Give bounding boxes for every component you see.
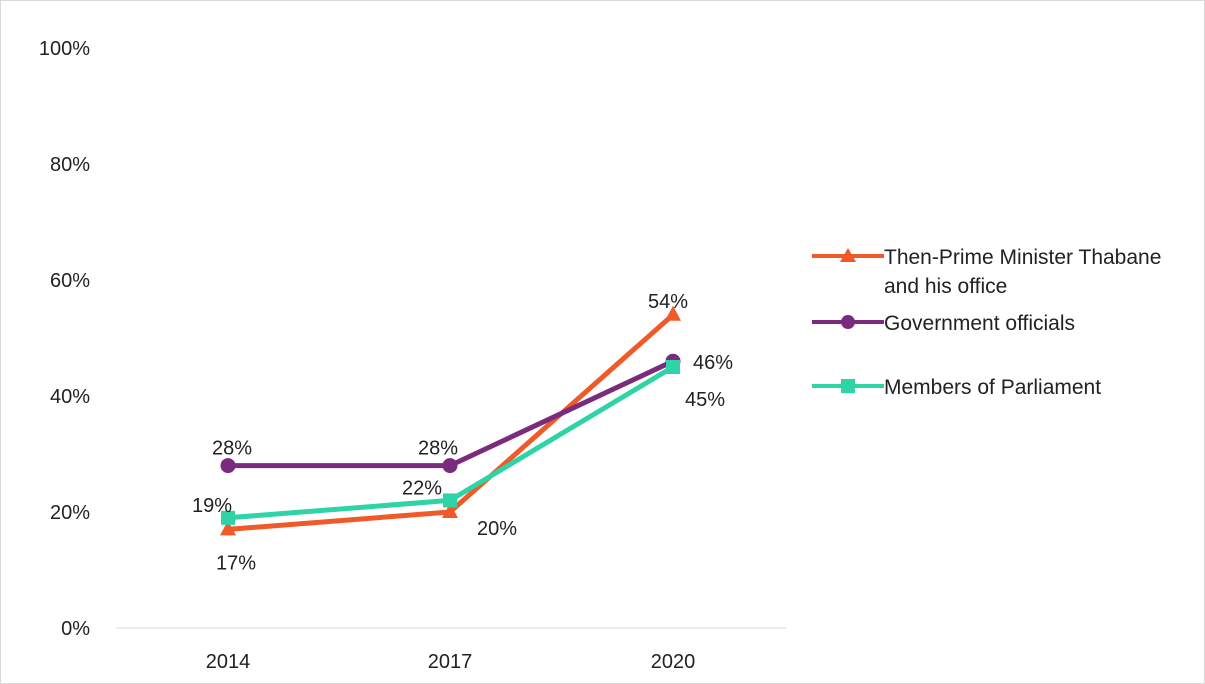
legend-item-prime-minister: Then-Prime Minister Thabane and his offi… [812,240,1192,318]
legend: Then-Prime Minister Thabane and his offi… [812,240,1192,448]
data-label: 22% [402,477,442,499]
x-tick-label: 2017 [428,651,473,673]
data-point-triangle [442,503,458,518]
legend-label-prime-minister: Then-Prime Minister Thabane and his offi… [884,246,1162,298]
data-point-square [666,360,680,374]
series-markers [220,305,681,536]
legend-swatch-triangle [812,248,884,262]
y-tick-label: 80% [50,154,90,176]
data-label: 20% [477,518,517,540]
data-label: 17% [216,552,256,574]
data-point-triangle [220,520,236,536]
data-label: 54% [648,291,688,313]
x-tick-label: 2014 [206,651,251,673]
data-label: 19% [192,495,232,517]
legend-item-government-officials: Government officials [812,306,1192,360]
data-label: 28% [418,438,458,460]
data-point-triangle [665,305,681,321]
y-tick-label: 20% [50,502,90,524]
data-point-square [443,493,457,508]
y-axis-ticks: 0% 20% 40% 60% 80% 100% [39,38,90,640]
data-label: 28% [212,438,252,460]
x-tick-label: 2020 [651,651,696,673]
y-tick-label: 60% [50,270,90,292]
legend-item-members-of-parliament: Members of Parliament [812,370,1192,448]
y-tick-label: 0% [61,618,90,640]
y-tick-label: 40% [50,386,90,408]
data-label: 45% [685,389,725,411]
data-point-square [221,510,235,525]
legend-swatch-square [812,379,884,393]
data-labels: 17% 20% 54% 28% 28% 46% 19% 22% 45% [192,291,733,575]
data-point-circle [220,458,236,474]
y-tick-label: 100% [39,38,90,60]
data-label: 46% [693,352,733,374]
legend-label-members-of-parliament: Members of Parliament [884,376,1102,399]
legend-swatch-circle [812,315,884,329]
data-point-circle [442,458,458,474]
x-axis-ticks: 2014 2017 2020 [206,651,696,673]
legend-label-government-officials: Government officials [884,312,1076,335]
